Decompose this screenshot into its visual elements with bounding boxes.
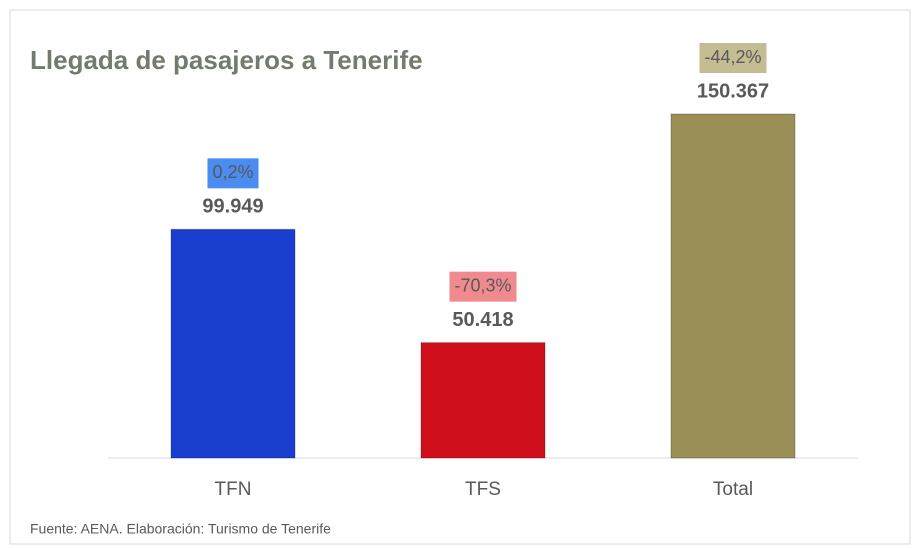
x-tick-label: Total [713, 479, 753, 500]
value-label: 150.367 [697, 80, 769, 102]
x-tick-label: TFN [215, 479, 252, 500]
source-note: Fuente: AENA. Elaboración: Turismo de Te… [30, 521, 331, 537]
change-label: 0,2% [212, 162, 253, 182]
x-tick-label: TFS [465, 479, 501, 500]
change-box [207, 158, 259, 189]
value-label: 50.418 [452, 309, 513, 331]
change-box [699, 43, 767, 73]
change-box [449, 271, 517, 302]
value-label: 99.949 [202, 196, 263, 218]
bar [170, 228, 296, 459]
bar [670, 113, 796, 459]
chart-title: Llegada de pasajeros a Tenerife [30, 45, 423, 75]
change-label: -44,2% [704, 47, 761, 67]
change-label: -70,3% [454, 275, 511, 295]
bar [420, 342, 546, 459]
